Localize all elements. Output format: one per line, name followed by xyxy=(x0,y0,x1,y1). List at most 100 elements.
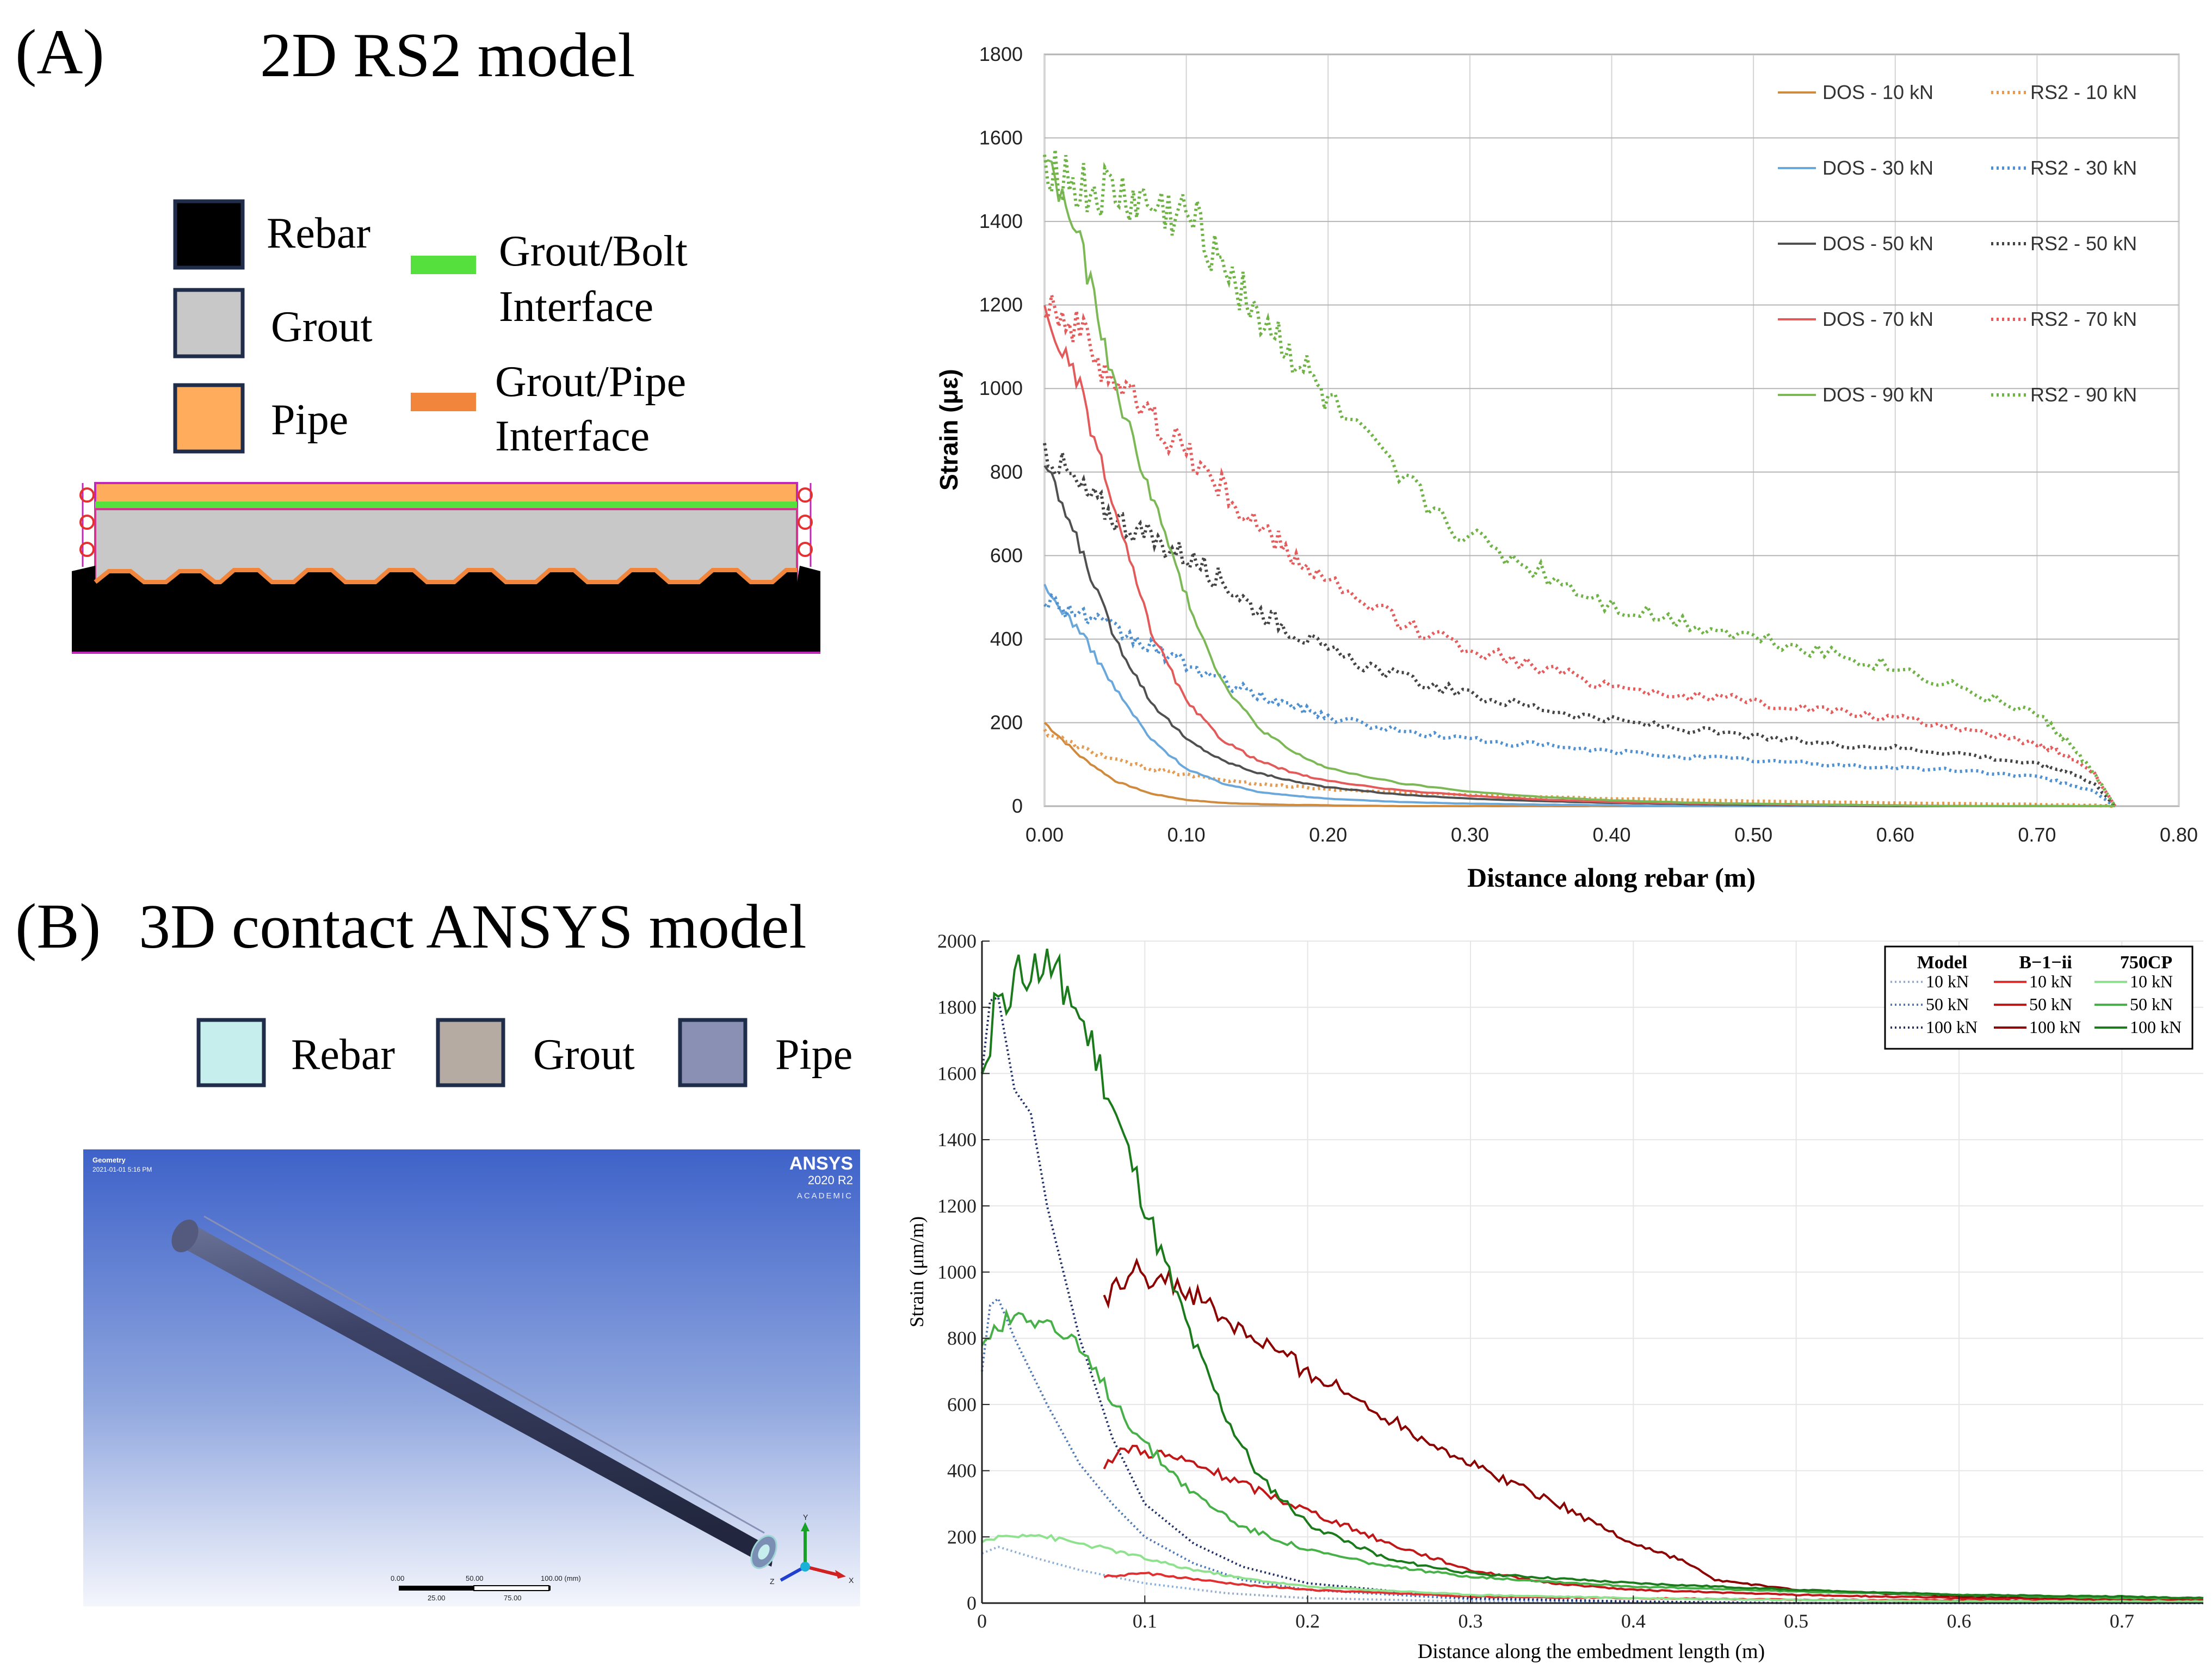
chart-b-legend-entry: 50 kN xyxy=(1926,994,1969,1014)
chart-a-xtick: 0.80 xyxy=(2160,824,2198,846)
rebar-swatch xyxy=(173,199,245,270)
chart-a-ytick: 600 xyxy=(990,544,1023,566)
grout-3d-swatch xyxy=(436,1018,505,1087)
rs2-model-drawing xyxy=(72,482,820,654)
axis-y-label: Y xyxy=(803,1513,808,1521)
scale-label-100: 100.00 (mm) xyxy=(541,1574,581,1582)
chart-a-series-rs2-10-kn xyxy=(1043,728,2115,808)
chart-a-xtick: 0.60 xyxy=(1876,824,1914,846)
chart-a: 0.00 0.10 0.20 0.30 0.40 0.50 0.60 0.70 0.80 0 200… xyxy=(935,43,2198,893)
axis-triad-icon: Y X Z xyxy=(770,1513,854,1586)
chart-a-series-rs2-70-kn xyxy=(1043,294,2117,807)
chart-b-legend-entry: 50 kN xyxy=(2130,994,2173,1014)
grout-bolt-interface-layer xyxy=(95,502,797,509)
chart-b-series-b-1-ii-50-kn xyxy=(1103,1444,2204,1601)
chart-b-xtick: 0.5 xyxy=(1784,1610,1808,1632)
right-roller-icon xyxy=(798,542,813,557)
axis-x-label: X xyxy=(849,1576,854,1585)
panel-b-title: 3D contact ANSYS model xyxy=(139,892,807,962)
chart-a-xtick: 0.40 xyxy=(1592,824,1630,846)
scale-label-0: 0.00 xyxy=(391,1574,404,1582)
chart-a-legend-entry: RS2 - 30 kN xyxy=(2030,157,2137,179)
chart-a-legend-entry: RS2 - 10 kN xyxy=(2030,81,2137,103)
chart-a-series-dos-90-kn xyxy=(1044,159,2115,808)
chart-a-xlabel: Distance along rebar (m) xyxy=(1467,862,1756,893)
chart-b-series-750cp-100-kn xyxy=(981,948,2204,1599)
left-roller-icon xyxy=(79,542,95,557)
rebar-3d-swatch xyxy=(196,1018,266,1087)
chart-b-ytick: 200 xyxy=(947,1526,977,1548)
ansys-viewport[interactable]: Geometry 2021-01-01 5:16 PM ANSYS 2020 R… xyxy=(83,1149,860,1606)
chart-b-xtick: 0 xyxy=(977,1610,987,1632)
chart-b-xtick: 0.6 xyxy=(1947,1610,1972,1632)
chart-b-xtick: 0.4 xyxy=(1621,1610,1646,1632)
chart-a-ytick: 800 xyxy=(990,461,1023,483)
chart-a-xtick: 0.70 xyxy=(2018,824,2056,846)
chart-a-ytick: 1800 xyxy=(979,43,1023,65)
chart-b-legend-entry: 50 kN xyxy=(2029,994,2072,1014)
chart-b-ytick: 1000 xyxy=(937,1261,977,1283)
panel-b-legend: Rebar Grout Pipe xyxy=(196,1018,852,1087)
chart-b-legend-header: Model xyxy=(1917,952,1968,973)
chart-a-ytick: 0 xyxy=(1012,795,1023,817)
scale-label-50: 50.00 xyxy=(466,1574,484,1582)
chart-a-ylabel: Strain (με) xyxy=(935,369,963,491)
legend-grout: Grout xyxy=(271,303,373,351)
chart-b-xtick: 0.2 xyxy=(1295,1610,1320,1632)
chart-a-legend-entry: DOS - 70 kN xyxy=(1822,308,1933,330)
grout-bolt-swatch xyxy=(411,256,476,274)
chart-b-legend-header: B−1−ii xyxy=(2019,952,2072,973)
chart-b-series-750cp-10-kn xyxy=(981,1533,2204,1603)
chart-a-legend-entry: DOS - 50 kN xyxy=(1822,232,1933,255)
chart-a-ytick: 200 xyxy=(990,711,1023,733)
chart-a-legend-entry: DOS - 90 kN xyxy=(1822,384,1933,406)
chart-b-ytick: 0 xyxy=(967,1592,977,1614)
legend-grout-pipe-line2: Interface xyxy=(495,412,650,460)
chart-a-ytick: 1600 xyxy=(979,127,1023,149)
chart-a-series-rs2-30-kn xyxy=(1043,593,2116,808)
pipe-3d-swatch xyxy=(678,1018,747,1087)
chart-a-legend: DOS - 10 kN DOS - 30 kN DOS - 50 kN DOS - 7… xyxy=(1778,81,2137,406)
panel-a-legend: Rebar Grout Pipe Grout/Bolt Interface Gr… xyxy=(173,199,688,460)
chart-a-xtick: 0.00 xyxy=(1025,824,1064,846)
chart-a-ytick: 1400 xyxy=(979,210,1023,232)
chart-b-ytick: 1600 xyxy=(937,1062,977,1084)
scale-label-75: 75.00 xyxy=(504,1594,522,1602)
chart-a-series xyxy=(1043,149,2117,808)
chart-a-ytick: 1000 xyxy=(979,377,1023,399)
legend-3d-grout: Grout xyxy=(533,1031,635,1079)
legend-grout-bolt-line1: Grout/Bolt xyxy=(499,227,688,275)
legend-grout-pipe-line1: Grout/Pipe xyxy=(495,358,686,406)
chart-a-xtick: 0.30 xyxy=(1451,824,1489,846)
chart-b-legend-entry: 10 kN xyxy=(1926,972,1969,991)
chart-b-series xyxy=(981,948,2204,1604)
rebar-3d-rod xyxy=(171,1215,777,1569)
legend-3d-rebar: Rebar xyxy=(291,1031,395,1079)
ansys-version: 2020 R2 xyxy=(808,1173,853,1187)
chart-a-legend-entry: DOS - 30 kN xyxy=(1822,157,1933,179)
panel-b: (B) 3D contact ANSYS model Rebar Grout P… xyxy=(15,890,860,1606)
legend-rebar: Rebar xyxy=(267,209,370,257)
chart-b-xtick: 0.1 xyxy=(1133,1610,1157,1632)
ansys-edition: ACADEMIC xyxy=(797,1191,853,1201)
chart-b-ytick: 2000 xyxy=(937,930,977,952)
left-roller-icon xyxy=(79,515,95,530)
legend-3d-pipe: Pipe xyxy=(775,1031,852,1079)
chart-a-xtick: 0.50 xyxy=(1734,824,1772,846)
chart-b-legend-entry: 100 kN xyxy=(2130,1017,2182,1037)
chart-b-xtick: 0.7 xyxy=(2110,1610,2134,1632)
chart-b-legend-entry: 100 kN xyxy=(1926,1017,1978,1037)
scale-bar: 0.00 50.00 100.00 (mm) 25.00 75.00 xyxy=(391,1574,581,1602)
right-roller-icon xyxy=(798,515,813,530)
chart-b-xtick: 0.3 xyxy=(1459,1610,1483,1632)
chart-b-legend-entry: 100 kN xyxy=(2029,1017,2081,1037)
chart-a-ytick: 1200 xyxy=(979,294,1023,316)
panel-a-title: 2D RS2 model xyxy=(260,21,635,90)
ansys-brand: ANSYS xyxy=(789,1153,853,1174)
chart-b-ytick: 1400 xyxy=(937,1129,977,1151)
pipe-swatch xyxy=(173,383,245,454)
left-roller-icon xyxy=(79,487,95,503)
legend-grout-bolt-line2: Interface xyxy=(499,283,653,331)
